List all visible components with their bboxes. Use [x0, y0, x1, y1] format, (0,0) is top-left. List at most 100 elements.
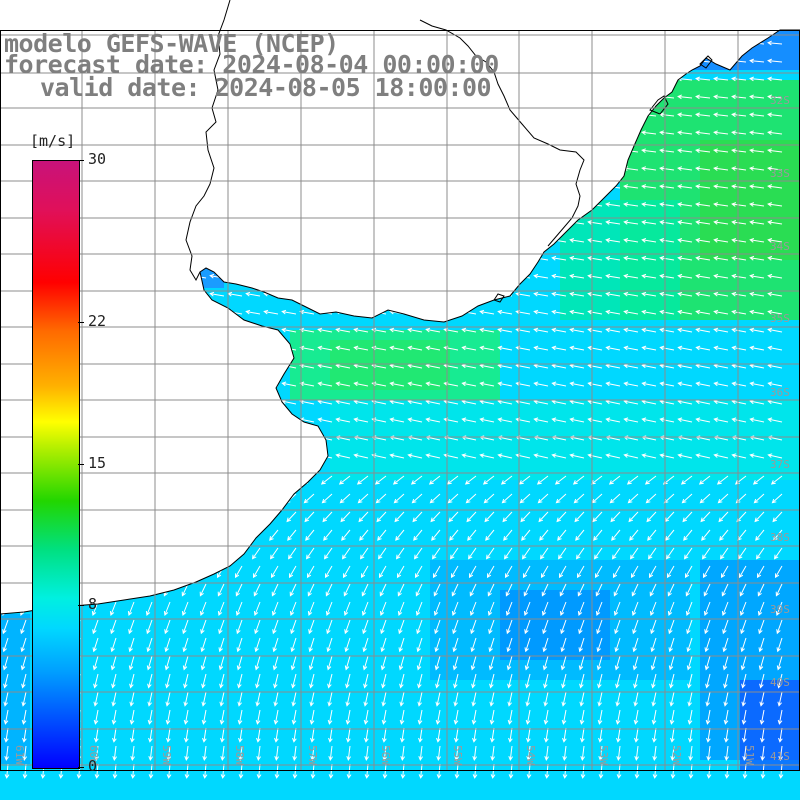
wind-arrow	[299, 345, 315, 351]
wind-arrow	[633, 691, 639, 707]
latitude-label: 36S	[770, 386, 790, 399]
wind-arrow	[506, 637, 513, 653]
wind-arrow	[148, 745, 154, 761]
wind-arrow	[164, 637, 171, 653]
wind-arrow	[306, 565, 315, 579]
wind-arrow	[731, 94, 747, 100]
wind-arrow	[412, 511, 423, 523]
wind-arrow	[322, 511, 333, 523]
wind-arrow	[522, 547, 531, 560]
wind-arrow	[147, 691, 153, 707]
wind-arrow	[479, 453, 495, 459]
wind-arrow	[716, 475, 729, 485]
wind-arrow	[575, 529, 585, 541]
wind-arrow	[559, 601, 567, 616]
wind-arrow	[731, 309, 747, 315]
wind-arrow	[777, 691, 783, 707]
wind-arrow	[687, 709, 693, 725]
wind-arrow	[651, 673, 657, 689]
wind-arrow	[631, 583, 639, 597]
wind-arrow	[209, 291, 225, 297]
wind-arrow	[749, 130, 765, 136]
wind-arrow	[111, 691, 117, 707]
wind-arrow	[270, 565, 279, 579]
wind-arrow	[345, 673, 351, 689]
wind-arrow	[342, 565, 351, 579]
wind-arrow	[558, 565, 567, 579]
wind-arrow	[724, 727, 729, 743]
wind-arrow	[641, 202, 657, 207]
wind-arrow	[505, 583, 513, 597]
wind-arrow	[713, 148, 729, 154]
wind-arrow	[560, 655, 567, 671]
wind-arrow	[742, 727, 747, 743]
wind-arrow	[21, 691, 27, 707]
wind-arrow	[130, 745, 136, 761]
wind-arrow	[641, 273, 657, 279]
wind-arrow	[454, 745, 460, 761]
wind-arrow	[759, 691, 765, 707]
wind-arrow	[184, 745, 190, 761]
wind-arrow	[353, 453, 369, 459]
wind-arrow	[524, 655, 531, 671]
wind-arrow	[299, 381, 315, 387]
wind-arrow	[587, 381, 603, 387]
wind-arrow	[524, 619, 531, 635]
latitude-label: 35S	[770, 312, 790, 325]
wind-arrow	[650, 655, 657, 671]
wind-arrow	[587, 291, 603, 297]
wind-arrow	[397, 601, 405, 616]
wind-arrow	[200, 637, 207, 653]
wind-arrow	[702, 547, 711, 560]
wind-arrow	[569, 381, 585, 387]
wind-arrow	[614, 655, 621, 671]
wind-arrow	[461, 345, 477, 351]
wind-arrow	[754, 511, 765, 523]
wind-arrow	[452, 637, 459, 653]
wind-arrow	[540, 547, 549, 560]
wind-arrow	[767, 327, 783, 333]
wind-arrow	[616, 727, 621, 743]
wind-arrow	[398, 655, 405, 671]
wind-arrow	[731, 417, 747, 423]
longitude-label: 56W	[379, 745, 392, 765]
wind-arrow	[507, 691, 513, 707]
longitude-label: 51W	[743, 745, 756, 765]
wind-arrow	[353, 381, 369, 387]
wind-arrow	[587, 273, 603, 279]
wind-arrow	[713, 76, 729, 82]
wind-arrow	[698, 475, 711, 485]
wind-arrow	[579, 673, 585, 689]
wind-arrow	[272, 619, 279, 635]
wind-arrow	[497, 345, 513, 351]
wind-arrow	[713, 220, 729, 225]
lat-lon-grid	[0, 30, 800, 770]
wind-arrow	[677, 345, 693, 351]
wind-arrow	[400, 727, 405, 743]
wind-arrow	[416, 655, 423, 671]
wind-arrow	[641, 453, 657, 459]
wind-arrow	[488, 655, 495, 671]
wind-arrow	[533, 453, 549, 459]
wind-arrow	[677, 202, 693, 207]
wind-arrow	[551, 273, 567, 279]
wind-arrow	[407, 381, 423, 387]
wind-arrow	[128, 637, 135, 653]
wind-arrow	[236, 655, 243, 671]
wind-arrow	[699, 493, 711, 504]
wind-arrow	[375, 493, 387, 504]
wind-arrow	[453, 691, 459, 707]
wind-arrow	[772, 511, 783, 523]
wind-arrow	[749, 453, 765, 459]
wind-arrow	[677, 130, 693, 136]
wind-arrow	[451, 601, 459, 616]
wind-arrow	[202, 745, 208, 761]
wind-arrow	[740, 655, 747, 671]
wind-arrow	[526, 727, 531, 743]
wind-arrow	[200, 655, 207, 671]
wind-arrow	[641, 309, 657, 315]
wind-arrow	[731, 76, 747, 82]
wind-arrow	[472, 727, 477, 743]
wind-arrow	[652, 745, 658, 761]
